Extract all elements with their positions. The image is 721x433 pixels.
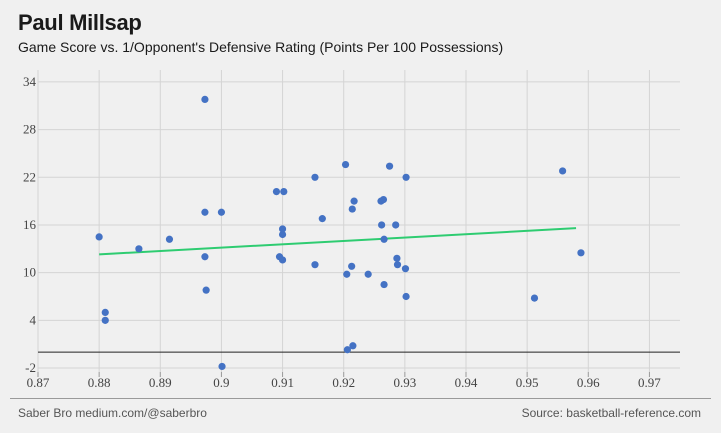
data-point: [402, 292, 410, 301]
data-point: [101, 316, 109, 324]
data-point: [101, 308, 109, 316]
trend-line: [99, 227, 577, 256]
y-axis-tick-labels: -2 4 10 16 22 28 34: [23, 74, 37, 375]
y-tick-label: 22: [23, 169, 36, 184]
data-point: [278, 225, 287, 233]
data-point: [380, 235, 388, 243]
data-point: [385, 162, 394, 170]
data-point: [402, 173, 410, 181]
data-point: [201, 208, 209, 216]
y-tick-label: 4: [30, 312, 37, 327]
data-point: [401, 265, 410, 273]
x-tick-label: 0.94: [455, 375, 478, 390]
chart-title: Paul Millsap: [18, 10, 142, 35]
y-tick-label: -2: [25, 360, 36, 375]
y-tick-label: 28: [23, 122, 36, 137]
data-point: [393, 254, 401, 262]
data-point: [280, 187, 288, 196]
data-point: [278, 230, 287, 239]
footer-divider: [10, 398, 711, 399]
data-point: [378, 221, 386, 229]
data-point: [364, 270, 372, 278]
data-point: [318, 215, 326, 223]
data-point: [379, 195, 388, 204]
y-tick-label: 34: [23, 74, 37, 89]
footer-source: Source: basketball-reference.com: [521, 406, 701, 420]
data-point: [165, 235, 174, 243]
data-point: [341, 160, 350, 169]
x-tick-label: 0.97: [638, 375, 661, 390]
x-tick-label: 0.89: [149, 375, 172, 390]
data-point: [311, 173, 319, 181]
x-gridlines: [37, 70, 650, 377]
data-point: [577, 249, 585, 257]
y-tick-label: 10: [23, 265, 36, 280]
x-tick-label: 0.92: [332, 375, 355, 390]
data-point: [380, 280, 388, 289]
data-point: [530, 294, 539, 302]
data-point: [343, 270, 351, 278]
data-point: [278, 256, 287, 264]
data-point: [311, 261, 319, 269]
data-point: [393, 261, 402, 269]
x-axis-tick-labels: 0.87 0.88 0.89 0.9 0.91 0.92 0.93 0.94 0.95 0.96 0…: [27, 375, 662, 390]
data-point: [350, 197, 358, 205]
data-point: [272, 187, 281, 196]
data-point: [348, 262, 356, 270]
x-tick-label: 0.96: [577, 375, 600, 390]
data-point: [201, 253, 209, 261]
data-point: [349, 342, 357, 350]
trend-line-group: [99, 227, 577, 256]
chart-subtitle: Game Score vs. 1/Opponent's Defensive Ra…: [18, 39, 504, 55]
x-tick-label: 0.95: [516, 375, 539, 390]
footer-credit: Saber Bro medium.com/@saberbro: [18, 406, 207, 420]
data-point: [343, 346, 351, 354]
x-tick-label: 0.88: [88, 375, 111, 390]
data-point: [202, 286, 210, 294]
data-point: [218, 362, 226, 371]
data-point: [201, 95, 209, 104]
x-tick-label: 0.87: [27, 375, 50, 390]
y-tick-label: 16: [23, 217, 37, 232]
data-point: [348, 205, 356, 213]
x-tick-label: 0.91: [271, 375, 294, 390]
data-point: [95, 233, 103, 241]
data-points: [95, 95, 585, 371]
x-tick-label: 0.9: [213, 375, 229, 390]
data-point: [135, 245, 143, 253]
data-point: [392, 221, 400, 229]
y-gridlines: [38, 81, 680, 369]
data-point: [217, 208, 226, 216]
data-point: [559, 167, 567, 175]
x-tick-label: 0.93: [393, 375, 416, 390]
